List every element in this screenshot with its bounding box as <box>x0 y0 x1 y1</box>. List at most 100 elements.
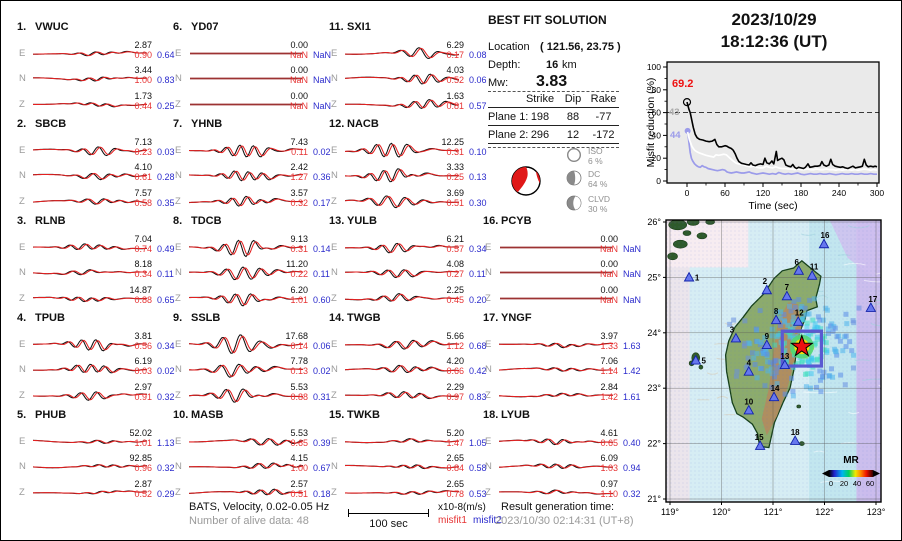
station-header: 5. PHUB <box>17 409 67 421</box>
misfit2-value: 0.13 <box>469 172 487 183</box>
station-header: 3. RLNB <box>17 215 66 227</box>
series-start-label: 44 <box>670 130 681 141</box>
misfit1-value: NaN <box>289 100 308 111</box>
iso-text: ISO 6 % <box>588 146 603 166</box>
misfit1-value: 0.31 <box>446 147 464 157</box>
map-station-marker: 9 <box>761 332 773 350</box>
map-station-marker: 4 <box>743 359 755 376</box>
waveform-traces <box>33 339 147 352</box>
map-station-marker: 1 <box>683 271 700 282</box>
station-header: 9. SSLB <box>173 312 221 324</box>
channel-row: N 4.15 1.00 0.67 <box>173 453 331 479</box>
svg-text:80: 80 <box>652 85 662 95</box>
waveform-traces <box>189 195 303 207</box>
channel-label: E <box>175 242 182 253</box>
amplitude-value: 0.00 <box>290 90 308 101</box>
depth-label: Depth: <box>488 59 521 71</box>
misfit2-value: 1.13 <box>157 438 175 448</box>
channel-label: E <box>175 339 182 350</box>
waveform-flat <box>500 246 612 249</box>
misfit2-value: 0.03 <box>157 147 175 157</box>
waveform-traces <box>33 197 147 205</box>
channel-label: N <box>485 364 492 376</box>
waveform-traces <box>189 334 303 354</box>
channel-row: N 3.33 0.25 0.13 <box>329 162 487 188</box>
channel-row: E 0.00 NaN NaN <box>173 40 331 66</box>
misfit1-value: 1.42 <box>600 391 618 402</box>
waveform-traces <box>345 142 459 158</box>
dc-text: DC 64 % <box>588 169 608 189</box>
waveform-traces <box>33 243 147 251</box>
waveform-traces <box>345 47 459 59</box>
channel-row: Z 2.65 0.78 0.53 <box>329 478 487 505</box>
map-lat-tick: 21° <box>647 494 661 504</box>
misfit1-value: 1.01 <box>134 438 152 448</box>
waveform-traces <box>33 439 147 444</box>
amplitude-value: 2.84 <box>600 381 618 392</box>
waveform-flat <box>190 103 302 105</box>
map-station-marker: 5 <box>690 354 707 366</box>
amplitude-value: 2.65 <box>446 453 464 464</box>
clvd-text: CLVD 30 % <box>588 194 611 214</box>
map-lat-tick: 26° <box>647 217 661 227</box>
channel-label: Z <box>175 292 181 304</box>
channel-label: Z <box>175 98 181 110</box>
waveform-flat <box>500 271 612 274</box>
map-station-marker: 10 <box>743 397 755 415</box>
table-rule <box>488 107 619 108</box>
svg-text:40: 40 <box>652 130 662 140</box>
misfit2-value: 0.42 <box>469 366 487 377</box>
amplitude-value: 5.66 <box>446 331 464 341</box>
station-block: 7. YHNB E 7.43 0.11 0.02 N 2.42 1.27 0.36 Z 3.57 0.3… <box>173 118 331 214</box>
svg-text:20: 20 <box>652 153 662 163</box>
misfit1-value: 0.52 <box>446 75 464 86</box>
channel-label: N <box>175 461 182 473</box>
misfit2-value: 0.29 <box>157 488 175 499</box>
station-header: 7. YHNB <box>173 118 223 130</box>
channel-row: E 5.66 1.12 0.68 <box>329 331 487 357</box>
best-fit-panel: BEST FIT SOLUTION Location ( 121.56, 23.… <box>488 13 646 214</box>
amplitude-value: 0.00 <box>600 259 618 270</box>
waveform-traces <box>345 194 459 208</box>
amplitude-value: 1.63 <box>446 90 464 101</box>
map-station-number: 15 <box>755 433 764 442</box>
station-header: 18. LYUB <box>483 409 530 421</box>
station-block: 9. SSLB E 17.68 0.14 0.06 N 7.78 0.13 0.02 Z 5.53 0.… <box>173 312 331 408</box>
channel-row: E 17.68 0.14 0.06 <box>173 331 331 357</box>
channel-label: Z <box>175 195 181 207</box>
channel-row: Z 2.57 0.51 0.18 <box>173 479 331 505</box>
table-rule <box>488 143 619 144</box>
channel-row: N 0.00 NaN NaN <box>173 65 332 91</box>
misfit1-value: NaN <box>289 75 308 86</box>
beachball-icon <box>510 165 542 197</box>
svg-text:240: 240 <box>832 188 846 198</box>
map-station-number: 7 <box>785 283 790 292</box>
event-title: 2023/10/29 18:12:36 (UT) <box>647 9 901 53</box>
waveform-traces <box>189 239 303 258</box>
channel-label: E <box>485 436 492 447</box>
misfit1-value: 0.90 <box>134 50 152 60</box>
depth-unit: km <box>562 59 577 71</box>
station-block: 13. YULB E 6.21 0.57 0.34 N 4.08 0.27 0.11 Z 2.25 0.… <box>329 215 487 311</box>
channel-row: Z 1.73 0.44 0.25 <box>17 91 175 117</box>
station-block: 8. TDCB E 9.13 0.31 0.14 N 11.20 0.22 0.11 Z 6.20 1.… <box>173 215 331 311</box>
amplitude-value: 2.65 <box>446 478 464 489</box>
waveform-traces <box>189 437 303 446</box>
channel-label: E <box>485 242 492 253</box>
map-station-number: 17 <box>868 295 877 304</box>
channel-row: Z 2.29 0.97 0.83 <box>329 382 487 408</box>
series-start-label: 69.2 <box>672 78 693 90</box>
station-block: 15. TWKB E 5.20 1.47 1.05 N 2.65 0.84 0.58 Z 2.65 0.… <box>329 409 487 505</box>
channel-label: Z <box>19 195 25 207</box>
waveform-traces <box>189 488 303 495</box>
waveform-traces <box>33 101 147 107</box>
misfit1-value: 0.27 <box>446 269 464 280</box>
misfit2-value: NaN <box>313 75 332 86</box>
amplitude-value: 12.25 <box>441 137 464 147</box>
amplitude-value: 14.87 <box>129 284 152 295</box>
amplitude-value: 7.43 <box>290 137 308 147</box>
misfit2-value: 0.17 <box>313 197 331 208</box>
station-header: 8. TDCB <box>173 215 222 227</box>
svg-text:300: 300 <box>870 188 884 198</box>
